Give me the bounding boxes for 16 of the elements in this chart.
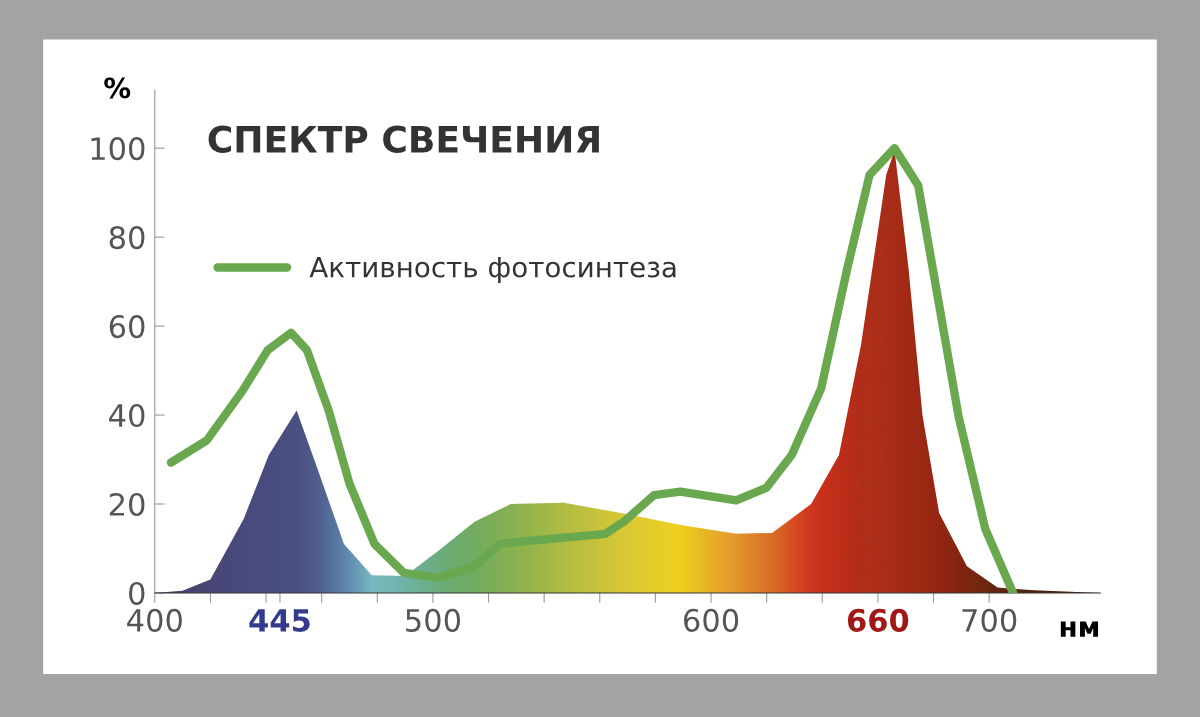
y-tick-label: 20 [109, 492, 145, 517]
y-axis-title: % [104, 77, 131, 99]
y-tick-label: 100 [91, 137, 145, 161]
y-tick-label: 0 [129, 581, 145, 605]
legend-label: Активность фотосинтеза [309, 256, 676, 283]
x-axis-title: нм [1060, 621, 1099, 637]
text: СПЕКТР СВЕЧЕНИЯ [208, 125, 599, 153]
y-tick-label: 80 [109, 226, 145, 250]
y-tick-label: 60 [109, 315, 145, 339]
x-tick-label: 700 [962, 608, 1017, 632]
x-tick-label: 400 [127, 608, 182, 632]
x-tick-label: 660 [847, 608, 909, 632]
x-tick-label: 500 [406, 608, 461, 632]
x-tick-label: 445 [249, 609, 310, 632]
y-tick-label: 40 [109, 403, 145, 428]
x-tick-label: 600 [684, 608, 739, 632]
